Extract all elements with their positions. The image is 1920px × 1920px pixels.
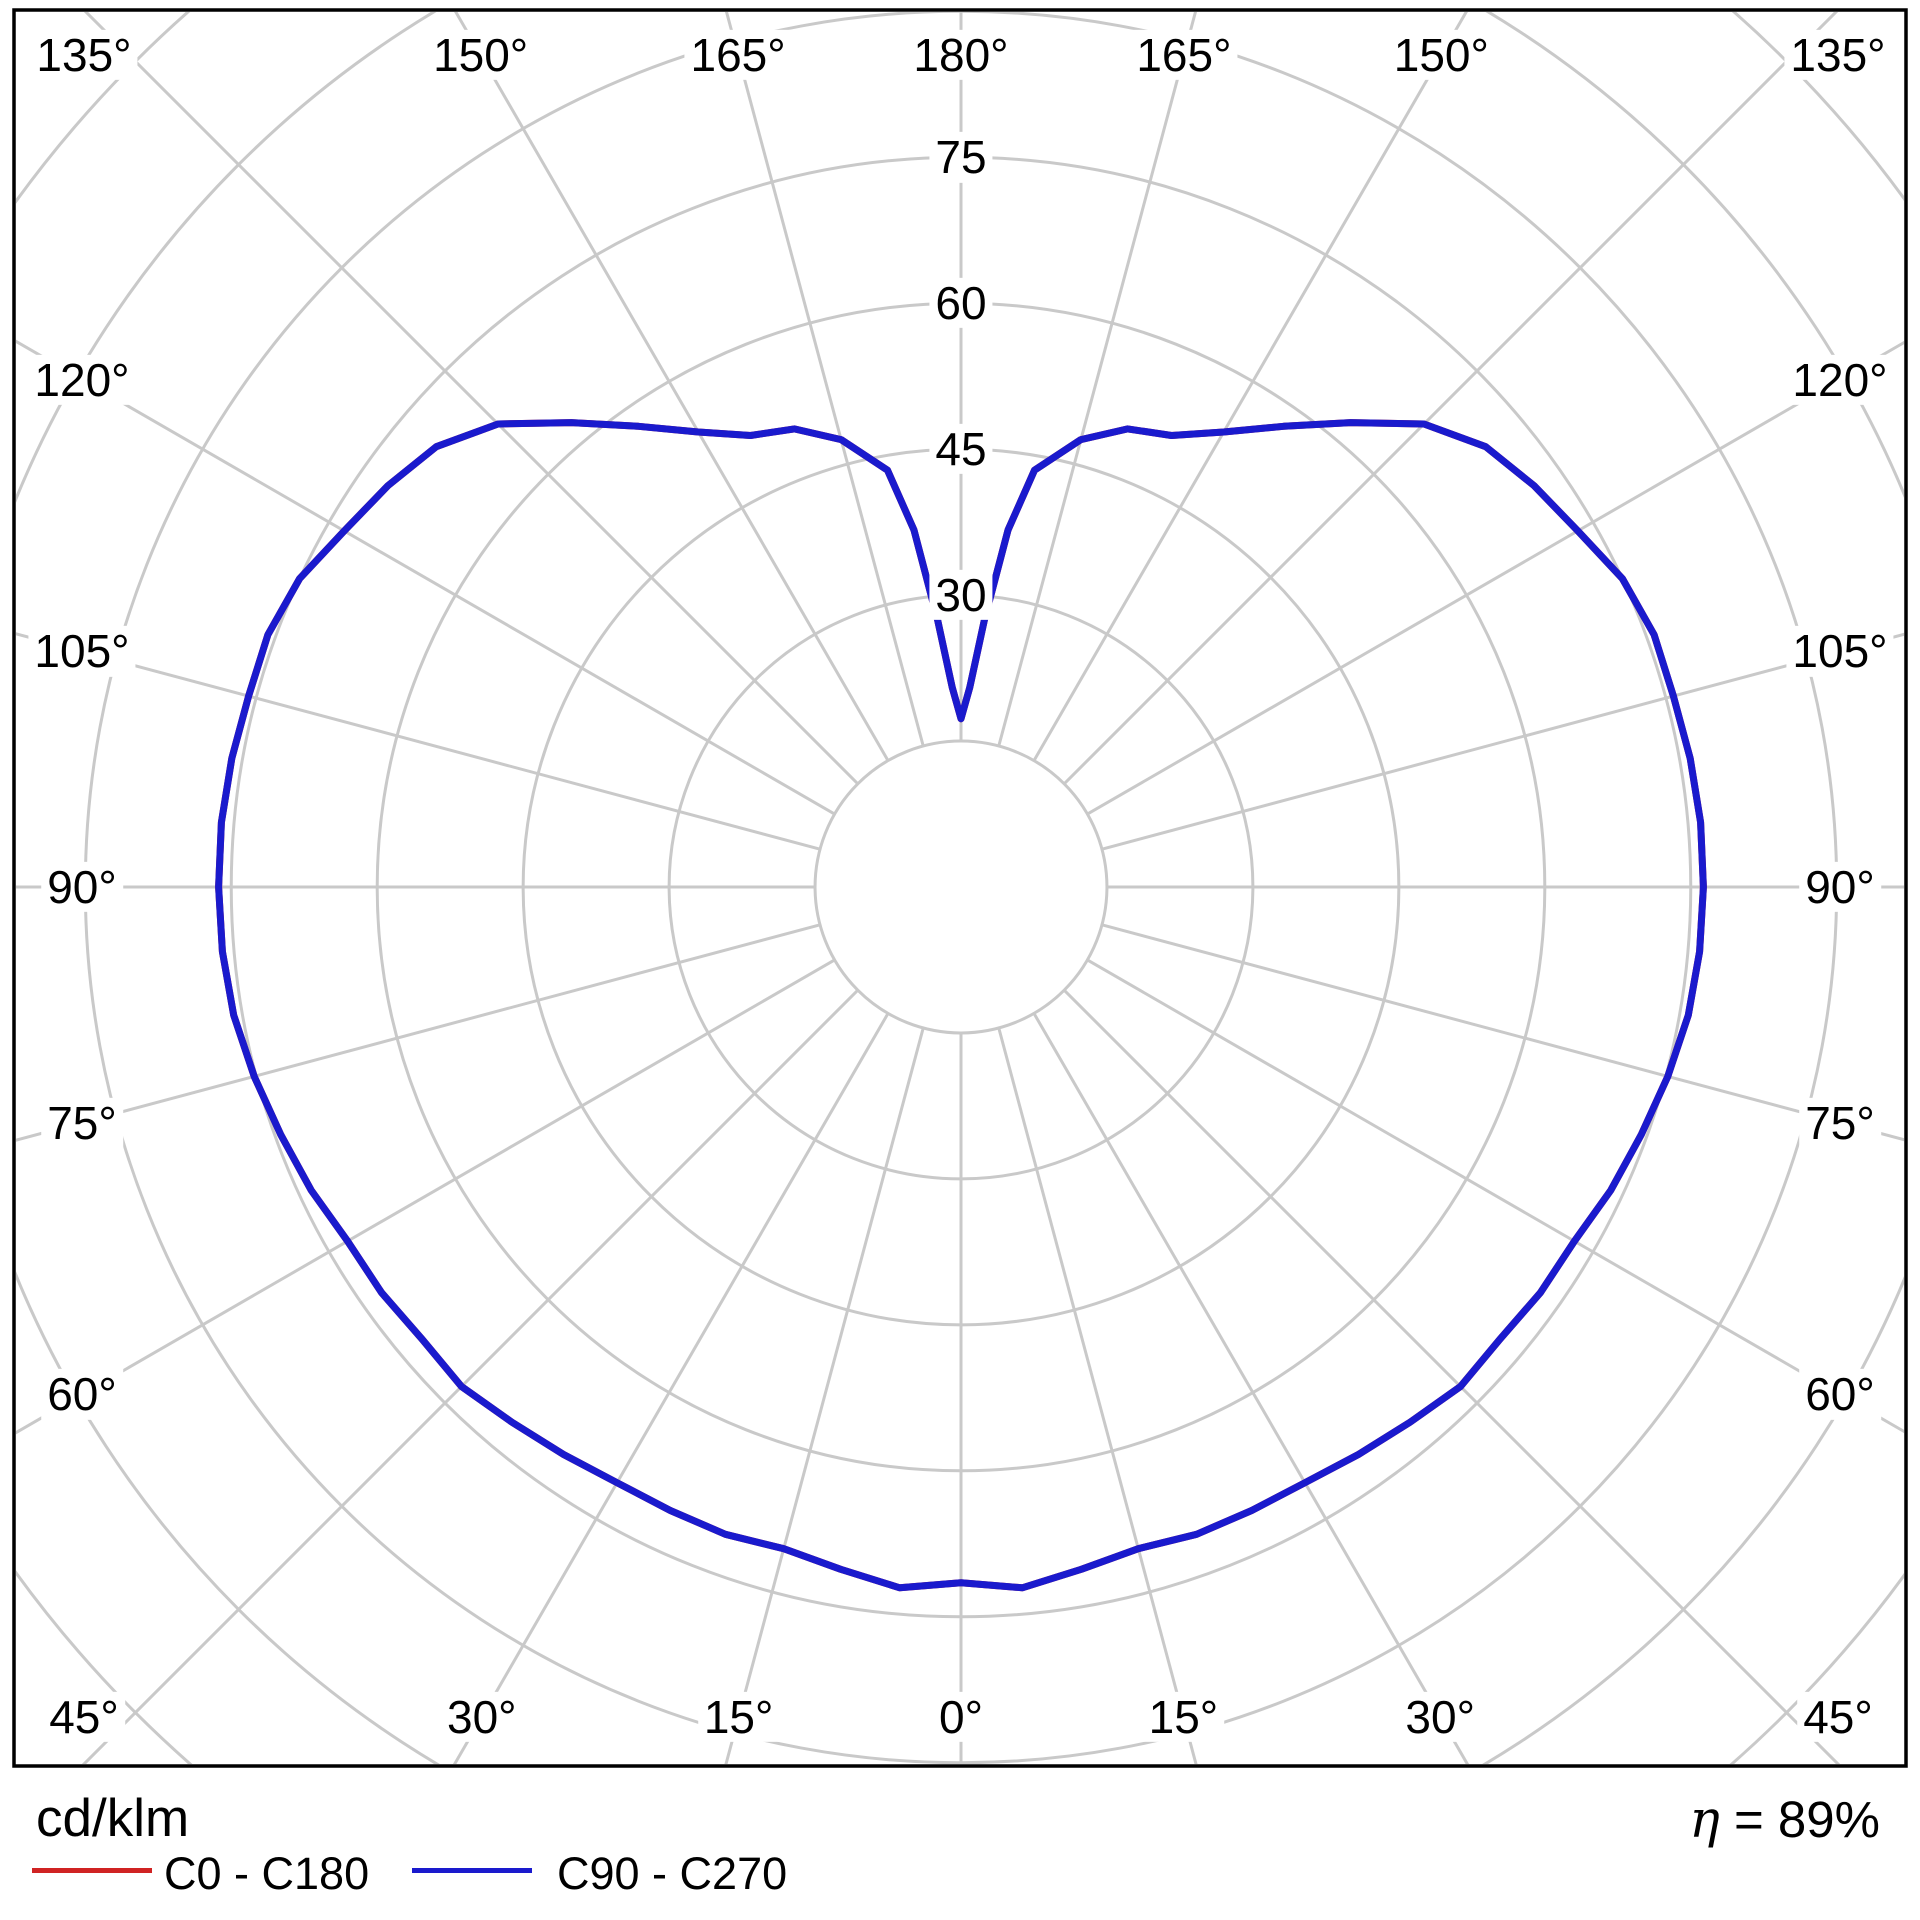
legend: C0 - C180 C90 - C270: [0, 1845, 1920, 1915]
angle-label-120-left: 120°: [28, 354, 136, 405]
angle-label-30-left: 30°: [441, 1691, 523, 1743]
eta-value: = 89%: [1733, 1791, 1880, 1848]
angle-label-165-right: 165°: [1130, 29, 1238, 81]
legend-swatch-c0-c180: [32, 1868, 152, 1873]
angle-label-105-right: 105°: [1786, 626, 1894, 677]
angle-label-0-right: 0°: [933, 1691, 989, 1743]
radial-tick-75: 75: [929, 132, 993, 183]
radial-tick-60: 60: [929, 278, 993, 329]
angle-label-15-left: 15°: [697, 1691, 780, 1743]
angle-label-75-left: 75°: [41, 1097, 123, 1148]
angle-label-75-right: 75°: [1799, 1097, 1881, 1148]
angle-label-90-right: 90°: [1799, 861, 1881, 913]
angle-label-15-right: 15°: [1142, 1691, 1225, 1743]
angle-label-45-right: 45°: [1797, 1691, 1879, 1743]
angle-label-165-left: 165°: [684, 29, 792, 81]
angle-label-60-right: 60°: [1799, 1369, 1881, 1420]
angle-label-120-right: 120°: [1786, 354, 1894, 405]
radial-tick-45: 45: [929, 423, 993, 475]
legend-label-c0-c180: C0 - C180: [164, 1848, 370, 1899]
angle-label-45-left: 45°: [43, 1691, 125, 1743]
units-label: cd/klm: [36, 1789, 190, 1848]
radial-tick-30: 30: [929, 569, 993, 621]
angle-label-150-left: 150°: [427, 29, 535, 81]
eta-symbol: η: [1689, 1791, 1720, 1850]
angle-label-90-left: 90°: [41, 861, 123, 913]
legend-swatch-c90-c270: [412, 1868, 532, 1873]
legend-label-c90-c270: C90 - C270: [557, 1848, 788, 1899]
diagram-frame: [12, 8, 1908, 1768]
angle-label-135-right: 135°: [1784, 29, 1892, 81]
angle-label-150-right: 150°: [1387, 29, 1495, 81]
curve-c90-c270: [215, 419, 1707, 1592]
angle-label-105-left: 105°: [28, 626, 136, 677]
angle-label-30-right: 30°: [1399, 1691, 1481, 1743]
light-output-ratio: η = 89%: [1689, 1790, 1880, 1850]
angle-label-60-left: 60°: [41, 1369, 123, 1420]
angle-label-135-left: 135°: [30, 29, 138, 81]
angle-label-180-right: 180°: [907, 29, 1015, 81]
